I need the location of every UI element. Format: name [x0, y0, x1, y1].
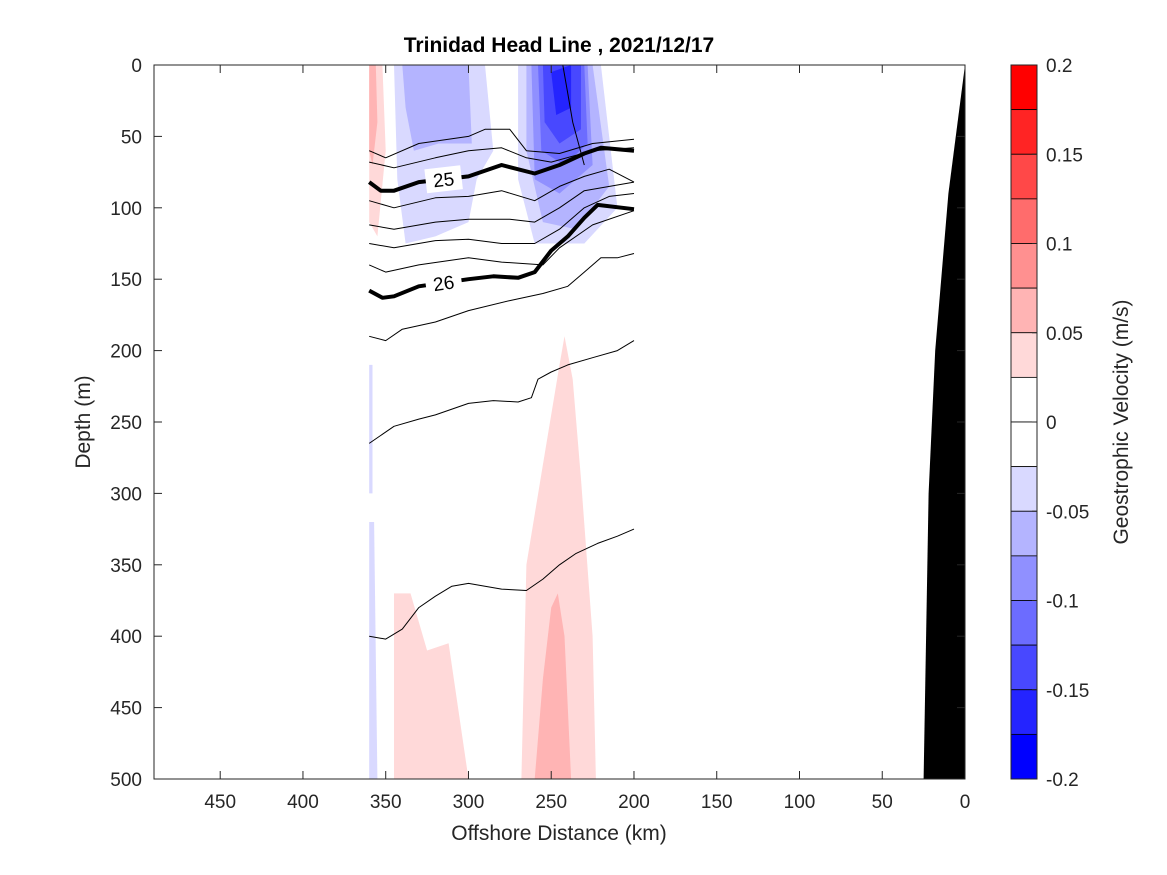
velocity-region-9 — [369, 65, 378, 165]
y-tick-label-2: 100 — [110, 199, 142, 220]
colorbar-tick-label-1: 0.15 — [1046, 145, 1083, 166]
x-tick-label-3: 300 — [453, 792, 485, 813]
colorbar-swatch-5 — [1010, 287, 1038, 334]
velocity-region-11 — [521, 336, 596, 779]
chart-title: Trinidad Head Line , 2021/12/17 — [404, 34, 714, 57]
x-tick-label-6: 150 — [701, 792, 733, 813]
colorbar-swatch-4 — [1010, 243, 1038, 289]
colorbar-tick-label-0: 0.2 — [1046, 56, 1072, 77]
velocity-region-13 — [369, 364, 373, 494]
y-tick-label-6: 300 — [110, 484, 142, 505]
contour-label-bg-2 — [424, 165, 463, 194]
x-axis-label: Offshore Distance (km) — [451, 822, 667, 845]
contour-label-2: 25 — [432, 169, 455, 192]
colorbar-tick-label-3: 0.05 — [1046, 324, 1083, 345]
y-tick-label-3: 150 — [110, 270, 142, 291]
colorbar-tick-label-8: -0.2 — [1046, 770, 1079, 791]
x-tick-label-4: 250 — [535, 792, 567, 813]
colorbar-swatch-13 — [1010, 644, 1038, 691]
density-contour-9 — [368, 340, 635, 444]
colorbar-swatch-12 — [1010, 600, 1038, 646]
colorbar-tick-label-4: 0 — [1046, 413, 1057, 434]
colorbar-swatch-11 — [1010, 555, 1038, 601]
y-tick-label-1: 50 — [121, 127, 142, 148]
y-tick-label-4: 200 — [110, 342, 142, 363]
x-tick-label-2: 350 — [370, 792, 402, 813]
colorbar-swatch-2 — [1010, 153, 1038, 200]
colorbar-swatch-15 — [1010, 733, 1038, 780]
density-contour-3 — [369, 168, 635, 209]
colorbar-tick-label-2: 0.1 — [1046, 235, 1072, 256]
x-tick-label-8: 50 — [872, 792, 893, 813]
y-tick-label-5: 250 — [110, 413, 142, 434]
colorbar-swatch-6 — [1010, 332, 1038, 378]
colorbar-swatch-1 — [1010, 109, 1038, 155]
velocity-fill-layer — [369, 65, 618, 779]
colorbar-label: Geostrophic Velocity (m/s) — [1110, 299, 1133, 544]
x-tick-label-5: 200 — [618, 792, 650, 813]
density-contour-4 — [369, 181, 635, 230]
velocity-region-14 — [369, 522, 378, 779]
y-tick-label-10: 500 — [110, 770, 142, 791]
y-tick-label-7: 350 — [110, 556, 142, 577]
x-tick-label-1: 400 — [287, 792, 319, 813]
y-axis: 0 50 100 150 200 250 300 350 400 450 500 — [110, 56, 965, 791]
colorbar-swatch-7 — [1010, 376, 1038, 423]
density-contour-6 — [369, 210, 635, 273]
colorbar-swatch-3 — [1010, 198, 1038, 244]
density-contour-10 — [369, 528, 635, 640]
colorbar-tick-label-5: -0.05 — [1046, 502, 1089, 523]
x-tick-label-9: 0 — [960, 792, 971, 813]
colorbar-swatch-8 — [1010, 421, 1038, 468]
x-tick-label-7: 100 — [784, 792, 816, 813]
colorbar-swatch-0 — [1010, 64, 1038, 111]
x-axis: 450 400 350 300 250 200 150 100 50 0 — [204, 65, 970, 813]
density-contour-2 — [368, 145, 635, 193]
x-tick-label-0: 450 — [204, 792, 236, 813]
colorbar-swatch-9 — [1010, 466, 1038, 512]
density-contour-11 — [562, 65, 585, 166]
density-contour-7 — [368, 202, 635, 300]
density-contour-0 — [369, 128, 635, 159]
bathymetry-shelf — [923, 65, 965, 779]
y-tick-label-8: 400 — [110, 627, 142, 648]
colorbar-tick-label-6: -0.1 — [1046, 592, 1079, 613]
colorbar-tick-label-7: -0.15 — [1046, 681, 1089, 702]
y-tick-label-0: 0 — [131, 56, 142, 77]
velocity-region-12 — [534, 593, 572, 779]
plot-content: 25 26 — [368, 65, 965, 779]
velocity-region-7 — [551, 65, 572, 115]
density-contour-layer: 25 26 — [368, 65, 635, 640]
contour-label-bg-7 — [424, 268, 464, 298]
y-axis-label: Depth (m) — [72, 375, 95, 468]
colorbar-swatch-14 — [1010, 689, 1038, 735]
density-contour-8 — [369, 253, 635, 342]
density-contour-5 — [369, 193, 635, 249]
velocity-region-1 — [402, 65, 472, 151]
contour-label-7: 26 — [432, 272, 456, 296]
colorbar-swatch-10 — [1010, 510, 1038, 557]
bathymetry-layer — [923, 65, 965, 779]
velocity-region-10 — [394, 593, 469, 779]
colorbar: 0.2 0.15 0.1 0.05 0 -0.05 -0.1 -0.15 -0.2 — [1010, 56, 1089, 791]
y-tick-label-9: 450 — [110, 699, 142, 720]
